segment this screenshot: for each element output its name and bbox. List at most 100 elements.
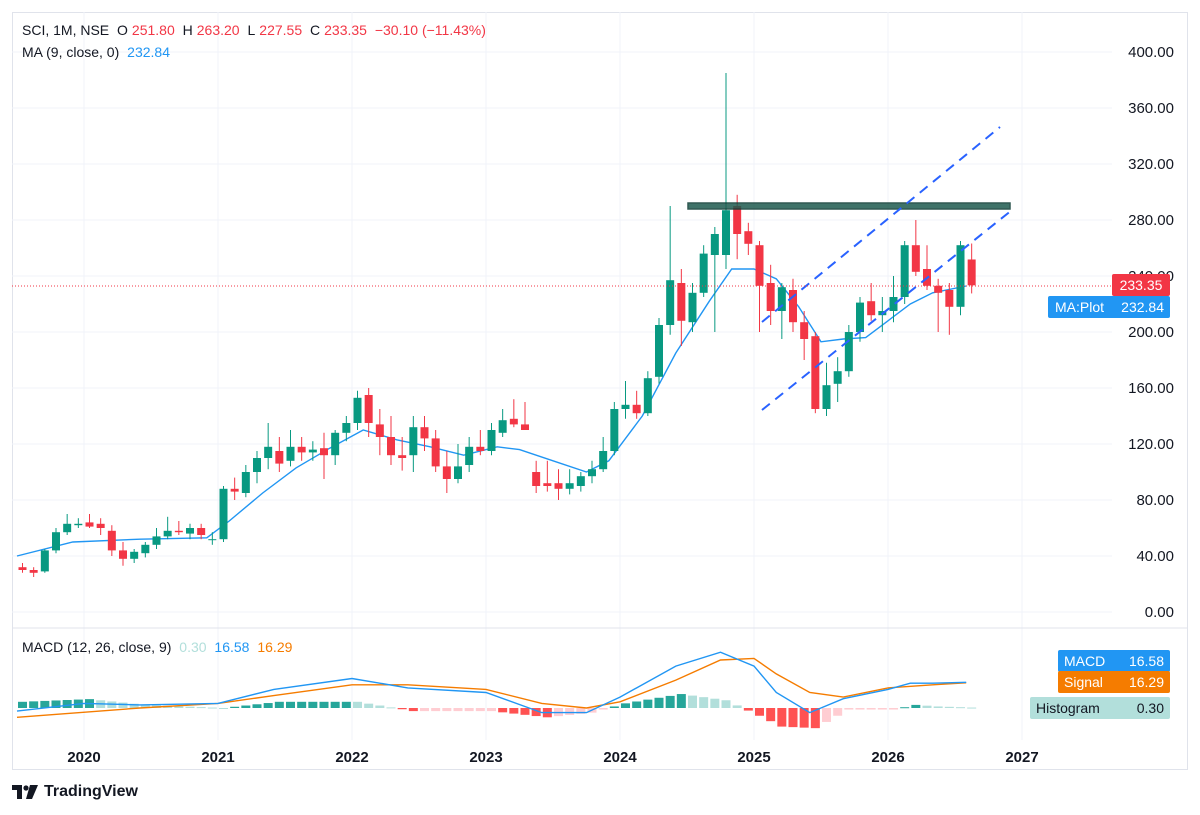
- candle: [666, 206, 675, 335]
- histogram-bar: [475, 708, 485, 712]
- histogram-bar: [777, 708, 787, 727]
- signal-badge-value: 16.29: [1129, 674, 1164, 690]
- ma-line: [16, 268, 967, 557]
- histogram-bar: [922, 705, 932, 708]
- histogram-bar: [576, 708, 586, 714]
- candle: [688, 283, 697, 332]
- histogram-bar: [799, 708, 809, 728]
- tradingview-brand[interactable]: TradingView: [12, 783, 138, 801]
- candle-body: [934, 285, 943, 293]
- histogram-bar: [274, 701, 284, 708]
- ma-badge: MA:Plot 232.84: [1048, 296, 1170, 318]
- candle: [498, 409, 507, 437]
- upper-channel-line: [761, 126, 1001, 323]
- candle: [387, 416, 395, 465]
- candle-body: [543, 483, 552, 486]
- candle-body: [219, 488, 228, 540]
- histogram-bar: [520, 708, 530, 715]
- candle: [744, 222, 753, 255]
- candle-body: [476, 446, 485, 451]
- histogram-bar: [62, 700, 72, 708]
- histogram-bar: [498, 708, 508, 713]
- histogram-bar: [911, 704, 921, 708]
- candle: [532, 460, 541, 493]
- symbol-legend[interactable]: SCI, 1M, NSE O 251.80 H 263.20 L 227.55 C 23…: [22, 22, 490, 38]
- histogram-bar: [665, 695, 675, 708]
- histogram-bar: [710, 698, 720, 708]
- histogram-bar: [643, 699, 653, 708]
- candle: [63, 514, 72, 535]
- macd-badge-label: MACD: [1064, 653, 1105, 669]
- candle: [119, 542, 127, 566]
- candle: [197, 523, 206, 540]
- macd-legend[interactable]: MACD (12, 26, close, 9) 0.30 16.58 16.29: [22, 639, 296, 655]
- macd-signal-value: 16.29: [257, 639, 293, 655]
- ma-legend-value: 232.84: [127, 44, 170, 60]
- x-tick-label: 2024: [603, 749, 637, 766]
- histogram-bar: [788, 708, 798, 728]
- y-tick-label: 0.00: [1145, 604, 1174, 621]
- candle: [52, 528, 60, 554]
- x-tick-label: 2026: [871, 749, 904, 766]
- candle-body: [800, 322, 809, 339]
- candle: [331, 430, 340, 465]
- candle-body: [375, 424, 384, 437]
- candle-body: [163, 530, 172, 537]
- histogram-bar: [408, 708, 418, 712]
- signal-badge: Signal 16.29: [1058, 671, 1170, 693]
- candle-body: [655, 325, 663, 377]
- histogram-bar: [877, 708, 887, 710]
- histogram-bar: [688, 695, 697, 708]
- histogram-bar: [420, 708, 429, 712]
- y-tick-label: 200.00: [1128, 324, 1174, 341]
- histogram-bar: [397, 708, 407, 710]
- histogram-bar: [464, 708, 474, 712]
- macd-lines-layer: [16, 651, 967, 718]
- histogram-bar: [699, 697, 709, 708]
- chart-frame: [12, 12, 1188, 770]
- ma-legend[interactable]: MA (9, close, 0) 232.84: [22, 44, 174, 60]
- candle: [96, 518, 105, 535]
- candle-body: [442, 466, 451, 479]
- candle-body: [521, 424, 529, 430]
- candle: [465, 437, 474, 472]
- candle-body: [286, 446, 295, 461]
- candle: [342, 416, 351, 442]
- ma-badge-value: 232.84: [1121, 299, 1164, 315]
- candle: [856, 297, 864, 342]
- macd-hist-value: 0.30: [179, 639, 207, 655]
- candle: [476, 430, 485, 456]
- histogram-bar: [565, 708, 575, 715]
- histogram-bar: [833, 708, 843, 716]
- histogram-bar: [933, 706, 943, 708]
- histogram-bar: [531, 708, 541, 717]
- candle-body: [29, 570, 38, 573]
- candle: [867, 283, 876, 321]
- candle: [967, 243, 976, 294]
- candle-body: [565, 483, 574, 489]
- y-tick-label: 400.00: [1128, 44, 1174, 61]
- histogram-bar: [598, 708, 608, 710]
- candle-body: [387, 437, 395, 456]
- candle: [777, 283, 786, 339]
- candle: [398, 437, 407, 471]
- candle: [822, 362, 831, 416]
- candle-body: [18, 567, 27, 570]
- histogram-bar: [900, 707, 910, 709]
- candle: [632, 390, 641, 419]
- histogram-bar: [676, 694, 686, 708]
- histogram-bar: [297, 701, 307, 708]
- candle: [152, 528, 161, 549]
- candle-body: [643, 378, 652, 414]
- candle-body: [454, 466, 462, 479]
- candle: [722, 73, 730, 269]
- histogram-bar: [743, 708, 753, 711]
- candle-body: [722, 210, 730, 255]
- candle-body: [353, 397, 362, 423]
- histogram-bar: [364, 703, 374, 708]
- candle: [286, 430, 295, 467]
- candle-body: [699, 253, 708, 293]
- change-value: −30.10 (−11.43%): [374, 22, 486, 38]
- signal-line: [16, 657, 967, 718]
